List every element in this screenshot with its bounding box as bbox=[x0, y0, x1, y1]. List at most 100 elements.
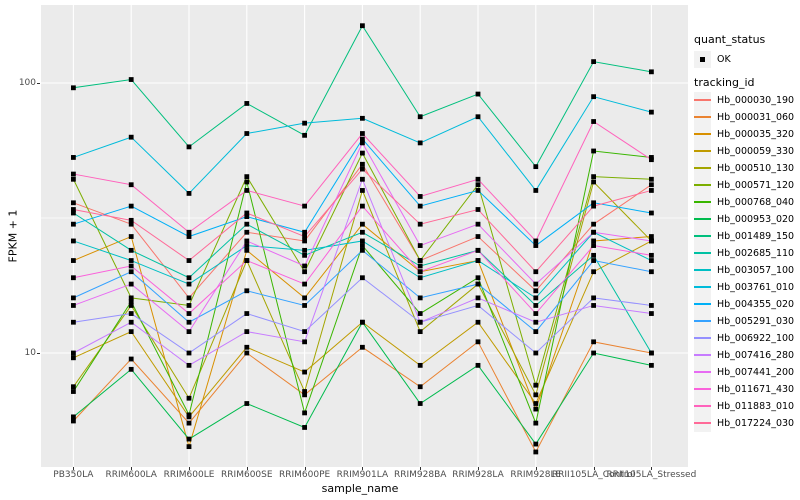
data-point bbox=[360, 115, 365, 121]
data-point bbox=[71, 155, 76, 160]
data-point bbox=[649, 269, 654, 275]
data-point bbox=[591, 269, 596, 275]
data-point bbox=[475, 176, 481, 182]
data-point bbox=[591, 174, 596, 180]
x-tick-label: RRIM600SE bbox=[221, 470, 273, 480]
data-point bbox=[649, 303, 654, 308]
data-point bbox=[128, 247, 134, 253]
data-point bbox=[417, 295, 423, 301]
data-point bbox=[533, 281, 539, 287]
x-tick-label: PB350LA bbox=[53, 470, 94, 480]
legend-quant-status-title: quant_status bbox=[694, 33, 766, 46]
data-point bbox=[71, 200, 76, 206]
legend-item-label: Hb_003057_100 bbox=[717, 264, 795, 276]
series-line-swatch bbox=[694, 235, 711, 237]
series-line-swatch bbox=[694, 167, 711, 169]
data-point bbox=[360, 203, 365, 209]
legend-item: Hb_000953_020 bbox=[694, 210, 794, 228]
data-point bbox=[302, 410, 307, 416]
legend-item-label: Hb_000571_120 bbox=[717, 179, 795, 191]
data-point bbox=[244, 210, 250, 216]
x-axis-title: sample_name bbox=[321, 482, 399, 495]
data-point bbox=[186, 350, 192, 356]
data-point bbox=[302, 329, 307, 335]
data-point bbox=[186, 436, 192, 442]
legend-key-box bbox=[694, 51, 711, 68]
data-point bbox=[533, 441, 539, 447]
data-point bbox=[533, 319, 539, 325]
x-tick-label: RRIM600LE bbox=[163, 470, 215, 480]
ok-point-icon bbox=[700, 57, 705, 62]
x-tick-mark bbox=[362, 467, 364, 470]
data-point bbox=[302, 120, 307, 126]
series-line-swatch bbox=[694, 405, 711, 407]
data-point bbox=[417, 275, 423, 281]
data-point bbox=[417, 114, 423, 120]
data-point bbox=[417, 221, 423, 227]
data-point bbox=[475, 303, 481, 308]
legend-item: Hb_006922_100 bbox=[694, 329, 794, 347]
data-point bbox=[417, 263, 423, 269]
data-point bbox=[533, 243, 539, 248]
legend-item: Hb_004355_020 bbox=[694, 295, 794, 313]
series-line-swatch bbox=[694, 99, 711, 101]
data-point bbox=[417, 194, 423, 199]
data-point bbox=[475, 182, 481, 188]
data-point bbox=[128, 269, 134, 275]
legend-item-label: Hb_007441_200 bbox=[717, 366, 795, 378]
data-point bbox=[244, 401, 250, 406]
x-tick-mark bbox=[651, 467, 653, 470]
legend-item: Hb_001489_150 bbox=[694, 227, 794, 245]
series-line-swatch bbox=[694, 201, 711, 203]
data-point bbox=[533, 288, 539, 294]
data-point bbox=[591, 119, 596, 124]
legend-item-label: Hb_002685_110 bbox=[717, 247, 795, 259]
data-point bbox=[360, 229, 365, 235]
data-point bbox=[533, 295, 539, 301]
data-point bbox=[591, 203, 596, 209]
legend-key-box bbox=[694, 397, 711, 415]
data-point bbox=[475, 234, 481, 239]
data-point bbox=[128, 221, 134, 227]
legend-item-label: Hb_000031_060 bbox=[717, 111, 795, 123]
data-point bbox=[128, 281, 134, 287]
data-point bbox=[591, 258, 596, 263]
data-point bbox=[186, 144, 192, 150]
data-point bbox=[533, 392, 539, 398]
series-line-swatch bbox=[694, 371, 711, 373]
data-point bbox=[128, 258, 134, 263]
data-point bbox=[128, 203, 134, 209]
data-point bbox=[244, 247, 250, 253]
data-point bbox=[244, 311, 250, 316]
data-point bbox=[302, 252, 307, 258]
data-point bbox=[591, 350, 596, 356]
data-point bbox=[302, 425, 307, 430]
legend-key-box bbox=[694, 363, 711, 381]
data-point bbox=[475, 339, 481, 345]
data-point bbox=[475, 275, 481, 281]
data-point bbox=[302, 132, 307, 138]
data-point bbox=[360, 136, 365, 142]
data-point bbox=[533, 420, 539, 426]
series-line-swatch bbox=[694, 320, 711, 322]
legend-item: Hb_002685_110 bbox=[694, 244, 795, 262]
data-point bbox=[128, 234, 134, 239]
legend-item-label: Hb_000035_320 bbox=[717, 128, 795, 140]
series-line-swatch bbox=[694, 252, 711, 254]
data-point bbox=[302, 247, 307, 253]
data-point bbox=[128, 366, 134, 372]
data-point bbox=[128, 303, 134, 308]
legend-item-label: Hb_000510_130 bbox=[717, 162, 795, 174]
data-point bbox=[417, 269, 423, 275]
data-point bbox=[244, 243, 250, 248]
data-point bbox=[128, 295, 134, 301]
data-point bbox=[591, 94, 596, 100]
x-tick-mark bbox=[420, 467, 422, 470]
legend-key-box bbox=[694, 125, 711, 143]
series-line-swatch bbox=[694, 269, 711, 271]
data-point bbox=[417, 140, 423, 146]
data-point bbox=[128, 329, 134, 335]
series-line-swatch bbox=[694, 303, 711, 305]
legend-item: Hb_000510_130 bbox=[694, 159, 795, 177]
data-point bbox=[360, 23, 365, 29]
